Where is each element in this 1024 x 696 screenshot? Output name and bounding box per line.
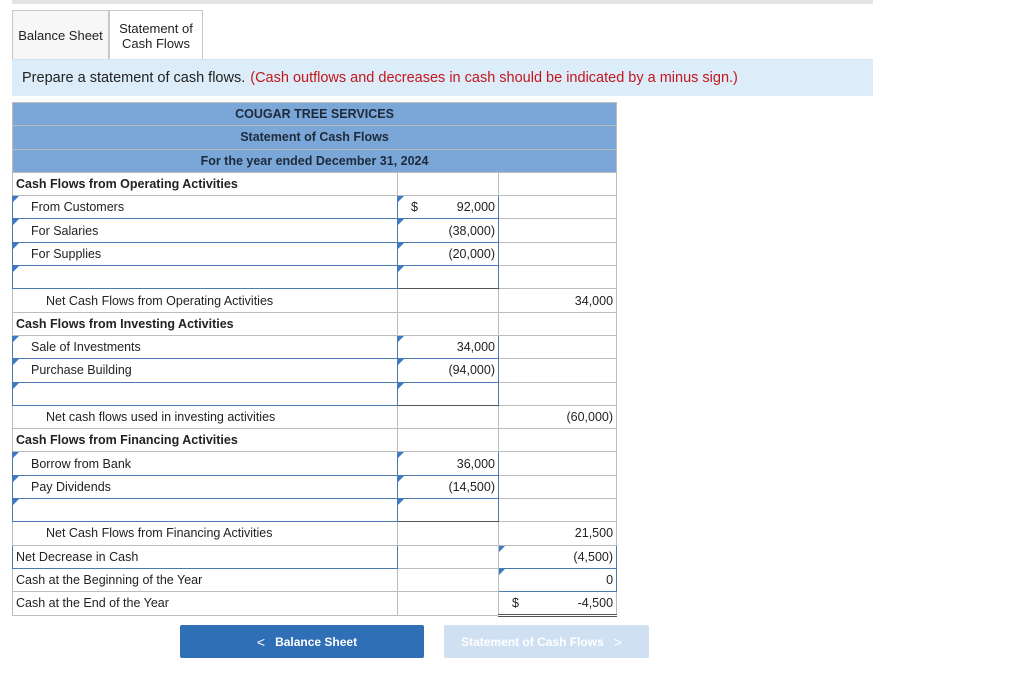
- line-item-label-select[interactable]: [12, 498, 398, 523]
- beginning-cash-label: Cash at the Beginning of the Year: [12, 567, 398, 593]
- line-item-row: From Customers $92,000: [12, 195, 618, 220]
- next-button[interactable]: Statement of Cash Flows >: [444, 625, 649, 658]
- net-operating-amount[interactable]: 34,000: [497, 288, 618, 313]
- cash-flow-statement-table: COUGAR TREE SERVICES Statement of Cash F…: [11, 101, 618, 617]
- line-item-label-select[interactable]: From Customers: [12, 195, 398, 220]
- tab-statement-of-cash-flows[interactable]: Statement of Cash Flows: [109, 10, 203, 60]
- amount-input[interactable]: 34,000: [397, 334, 499, 360]
- instruction-text: Prepare a statement of cash flows.: [22, 70, 246, 86]
- line-item-row: Purchase Building (94,000): [12, 358, 618, 383]
- net-change-label-select[interactable]: Net Decrease in Cash: [12, 544, 398, 569]
- ending-cash-label: Cash at the End of the Year: [12, 591, 398, 616]
- financing-heading: Cash Flows from Financing Activities: [12, 428, 398, 453]
- line-item-row: Sale of Investments 34,000: [12, 334, 618, 360]
- next-button-label: Statement of Cash Flows: [461, 634, 604, 649]
- line-item-row-empty: [12, 381, 618, 406]
- statement-period: For the year ended December 31, 2024: [11, 148, 618, 173]
- line-item-row: For Salaries (38,000): [12, 218, 618, 243]
- tab-divider: [12, 59, 873, 60]
- chevron-right-icon: >: [613, 633, 622, 650]
- ending-cash-amount[interactable]: $ -4,500: [497, 591, 618, 617]
- line-item-label-select[interactable]: Pay Dividends: [12, 474, 398, 500]
- amount-input[interactable]: [397, 265, 499, 290]
- line-item-label-select[interactable]: Purchase Building: [12, 358, 398, 383]
- currency-symbol: $: [512, 596, 519, 611]
- line-item-label-select[interactable]: For Supplies: [12, 241, 398, 267]
- amount-input[interactable]: 36,000: [397, 451, 499, 476]
- section-row: Cash Flows from Financing Activities: [12, 428, 618, 453]
- header-period-row: For the year ended December 31, 2024: [11, 148, 618, 173]
- line-item-row-empty: [12, 265, 618, 290]
- line-item-label-select[interactable]: [12, 381, 398, 406]
- currency-symbol: $: [411, 200, 418, 215]
- net-change-row: Net Decrease in Cash (4,500): [12, 544, 618, 569]
- section-row: Cash Flows from Investing Activities: [12, 311, 618, 336]
- ending-cash-row: Cash at the End of the Year $ -4,500: [12, 591, 618, 617]
- beginning-cash-input[interactable]: 0: [497, 567, 618, 593]
- net-operating-label: Net Cash Flows from Operating Activities: [12, 288, 398, 313]
- tab-balance-sheet[interactable]: Balance Sheet: [12, 10, 109, 60]
- statement-title: Statement of Cash Flows: [11, 125, 618, 150]
- net-investing-label: Net cash flows used in investing activit…: [12, 404, 398, 430]
- investing-heading: Cash Flows from Investing Activities: [12, 311, 398, 336]
- header-title-row: Statement of Cash Flows: [11, 125, 618, 150]
- line-item-label-select[interactable]: Borrow from Bank: [12, 451, 398, 476]
- company-name: COUGAR TREE SERVICES: [11, 101, 618, 127]
- instruction-note: (Cash outflows and decreases in cash sho…: [250, 70, 738, 86]
- operating-heading: Cash Flows from Operating Activities: [12, 171, 398, 197]
- net-financing-amount[interactable]: 21,500: [497, 521, 618, 546]
- amount-input[interactable]: [397, 498, 499, 523]
- amount-input[interactable]: (94,000): [397, 358, 499, 383]
- amount-input[interactable]: (38,000): [397, 218, 499, 243]
- beginning-cash-row: Cash at the Beginning of the Year 0: [12, 567, 618, 593]
- line-item-label-select[interactable]: For Salaries: [12, 218, 398, 243]
- tab-bar: Balance Sheet Statement of Cash Flows: [12, 10, 203, 60]
- net-row: Net Cash Flows from Financing Activities…: [12, 521, 618, 546]
- amount-input[interactable]: (20,000): [397, 241, 499, 267]
- amount-input[interactable]: $92,000: [397, 195, 499, 220]
- line-item-label-select[interactable]: Sale of Investments: [12, 334, 398, 360]
- net-investing-amount[interactable]: (60,000): [497, 404, 618, 430]
- previous-button-label: Balance Sheet: [275, 634, 358, 649]
- amount-input[interactable]: (14,500): [397, 474, 499, 500]
- net-financing-label: Net Cash Flows from Financing Activities: [12, 521, 398, 546]
- previous-button[interactable]: < Balance Sheet: [180, 625, 424, 658]
- top-divider: [12, 0, 873, 4]
- line-item-label-select[interactable]: [12, 265, 398, 290]
- line-item-row: For Supplies (20,000): [12, 241, 618, 267]
- line-item-row: Pay Dividends (14,500): [12, 474, 618, 500]
- section-row: Cash Flows from Operating Activities: [12, 171, 618, 197]
- net-change-amount-input[interactable]: (4,500): [497, 544, 618, 569]
- header-company-row: COUGAR TREE SERVICES: [11, 101, 618, 127]
- instruction-banner: Prepare a statement of cash flows. (Cash…: [12, 60, 873, 96]
- line-item-row-empty: [12, 498, 618, 523]
- chevron-left-icon: <: [256, 633, 266, 650]
- amount-input[interactable]: [397, 381, 499, 406]
- net-row: Net cash flows used in investing activit…: [12, 404, 618, 430]
- line-item-row: Borrow from Bank 36,000: [12, 451, 618, 476]
- net-row: Net Cash Flows from Operating Activities…: [12, 288, 618, 313]
